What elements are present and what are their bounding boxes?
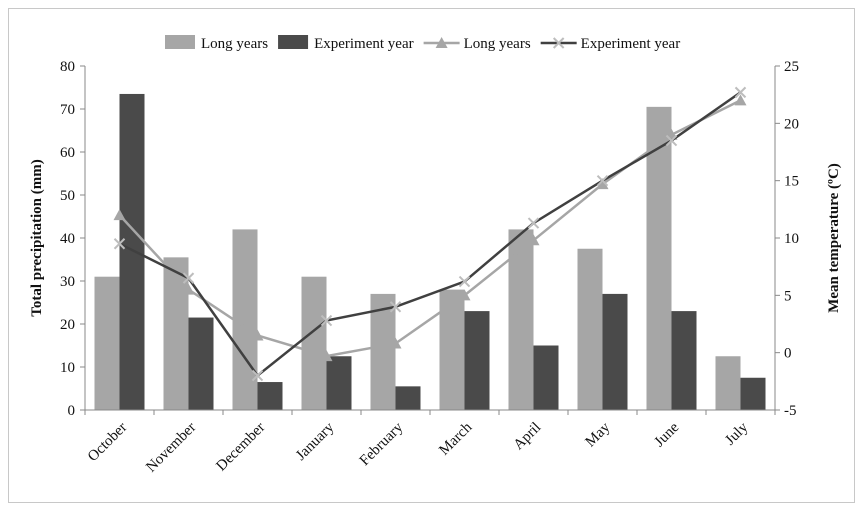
y-tick-label: 50 [60,188,75,204]
bar-long-years-april [508,229,534,410]
y2-tick-label: 5 [784,288,792,304]
y-tick-label: 40 [60,231,75,247]
x-tick-label-february: February [357,419,407,469]
point-long-years-march [458,289,471,301]
legend-label: Long years [464,36,531,52]
point-experiment-year-october [113,238,126,250]
y-tick-label: 10 [60,360,75,376]
point-experiment-year-july [734,86,747,99]
bar-long-years-july [715,356,741,410]
point-experiment-year-may [596,174,609,187]
y2-tick-label: 0 [784,346,792,362]
bar-long-years-november [163,257,189,410]
line-experiment-year [118,91,742,378]
point-long-years-november [182,283,195,295]
point-long-years-december [251,329,264,341]
bar-experiment-year-may [602,293,628,410]
y-tick-label: 30 [60,274,75,290]
bar-experiment-year-april [533,345,559,410]
y2-tick-label: -5 [784,403,797,419]
y2-tick-label: 25 [784,59,799,75]
bar-experiment-year-november [188,317,214,410]
y2-tick-label: 20 [784,116,799,132]
x-tick-label-january: January [293,419,338,464]
bar-long-years-march [439,289,465,410]
point-experiment-year-april [527,217,540,229]
y-axis-title: Total precipitation (mm) [29,159,45,317]
point-long-years-july [734,94,747,106]
y-tick-label: 0 [68,403,76,419]
x-tick-label-april: April [511,420,545,454]
legend-marker [435,37,448,48]
point-long-years-february [389,337,402,349]
legend-label: Long years [201,36,268,52]
point-long-years-may [596,178,609,190]
y-tick-label: 60 [60,145,75,161]
legend-label: Experiment year [581,36,681,52]
point-experiment-year-december [251,369,264,382]
y2-axis-title: Mean temperature (ºC) [826,163,842,313]
point-experiment-year-january [320,314,333,327]
x-tick-label-march: March [436,419,475,458]
point-experiment-year-march [458,275,471,288]
bar-experiment-year-july [740,377,766,410]
point-experiment-year-june [665,134,678,147]
bar-experiment-year-february [395,386,421,410]
x-tick-label-may: May [583,419,614,450]
x-tick-label-december: December [213,420,268,475]
y2-tick-label: 10 [784,231,799,247]
x-tick-label-june: June [652,419,683,450]
point-long-years-october [113,209,126,221]
legend-label: Experiment year [314,36,414,52]
bar-long-years-december [232,229,258,410]
bar-experiment-year-march [464,311,490,410]
point-experiment-year-november [182,272,195,284]
bar-experiment-year-june [671,311,697,410]
x-tick-label-november: November [143,420,199,476]
chart-frame [8,8,855,503]
y2-tick-label: 15 [784,174,799,190]
bar-long-years-may [577,248,603,410]
legend-swatch [165,35,195,49]
point-long-years-april [527,234,540,246]
bar-experiment-year-january [326,356,352,410]
y-tick-label: 80 [60,59,75,75]
point-long-years-january [320,350,333,362]
x-tick-label-october: October [85,420,130,465]
y-tick-label: 20 [60,317,75,333]
bar-experiment-year-october [119,93,145,410]
bar-long-years-october [94,276,120,410]
point-experiment-year-february [389,301,402,313]
bar-experiment-year-december [257,382,283,410]
legend-marker [552,37,565,49]
bar-long-years-june [646,106,672,410]
x-tick-label-july: July [722,419,751,448]
legend-swatch [278,35,309,49]
bar-long-years-february [370,293,396,410]
y-tick-label: 70 [60,102,75,118]
bar-long-years-january [301,276,327,410]
